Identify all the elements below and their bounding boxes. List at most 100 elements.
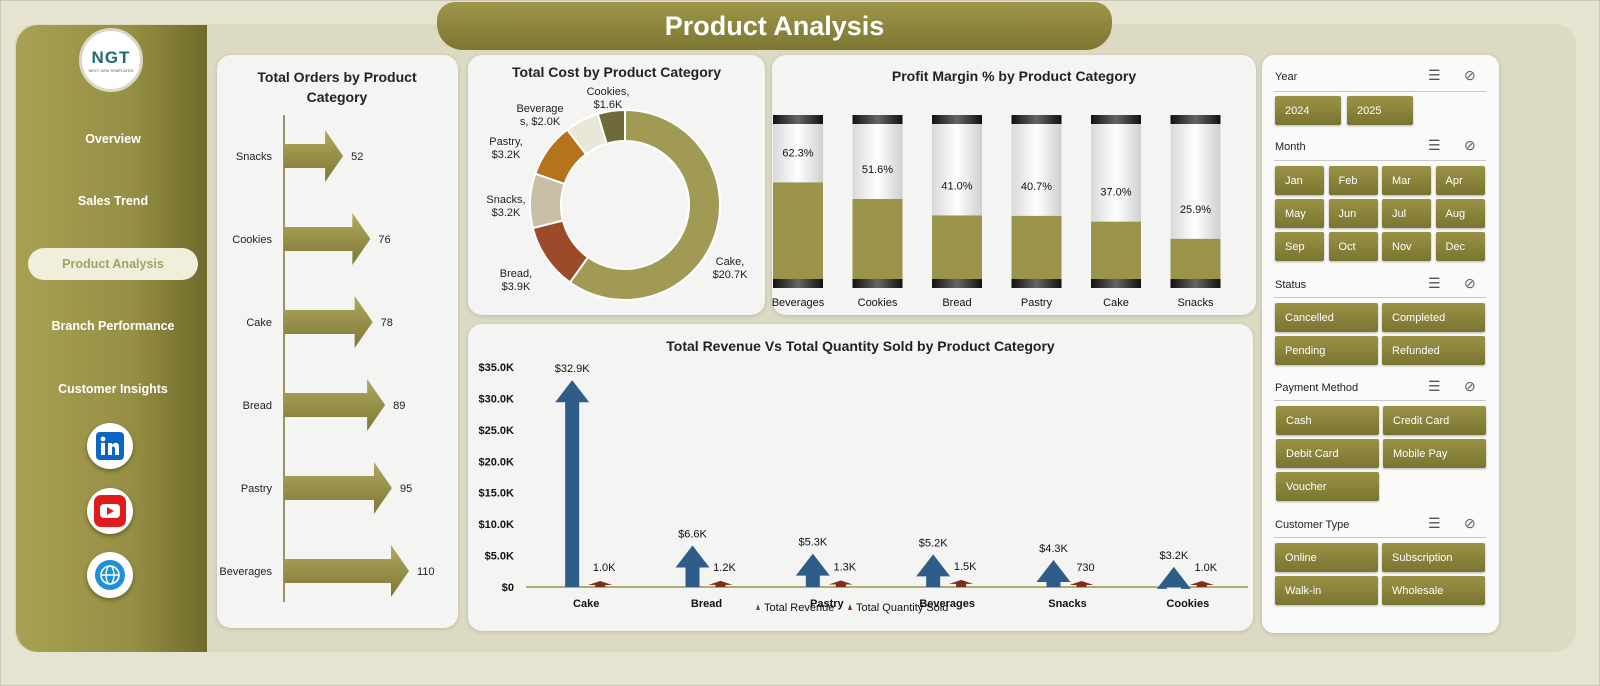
slice-label-line: $3.9K — [502, 281, 531, 293]
status-completed-button[interactable]: Completed — [1382, 303, 1485, 332]
month-nov-button[interactable]: Nov — [1382, 232, 1431, 261]
month-feb-button[interactable]: Feb — [1328, 166, 1378, 195]
quantity-label: 1.0K — [593, 562, 616, 574]
year-2024-button[interactable]: 2024 — [1275, 96, 1341, 125]
value-label: 78 — [381, 317, 393, 329]
cylinder-base — [852, 279, 903, 288]
quantity-label: 1.2K — [713, 562, 736, 574]
multi-select-icon[interactable]: ☰ — [1428, 378, 1441, 394]
category-label: Beverages — [919, 598, 975, 610]
margin-bar — [1011, 215, 1062, 279]
divider — [1274, 400, 1486, 401]
company-logo[interactable]: NGT NEXT GEN TEMPLATES — [79, 28, 143, 92]
payment-credit-card-button[interactable]: Credit Card — [1383, 406, 1486, 435]
margin-chart-title: Profit Margin % by Product Category — [891, 68, 1137, 84]
y-tick-label: $25.0K — [479, 425, 515, 437]
customer-wholesale-button[interactable]: Wholesale — [1382, 576, 1485, 605]
month-sep-button[interactable]: Sep — [1275, 232, 1324, 261]
orders-chart-title: Total Orders by Product Category — [257, 69, 417, 105]
slice-label: Cookies, $1.6K — [587, 86, 630, 111]
revenue-label: $5.3K — [798, 537, 827, 549]
value-label: 37.0% — [1100, 187, 1131, 199]
legend-label: Total Revenue — [764, 602, 834, 614]
option-label: Wholesale — [1392, 584, 1444, 597]
month-jun-button[interactable]: Jun — [1328, 199, 1378, 228]
customer-walk-in-button[interactable]: Walk-in — [1275, 576, 1378, 605]
clear-filter-icon[interactable]: ⊘ — [1464, 137, 1476, 153]
month-aug-button[interactable]: Aug — [1435, 199, 1485, 228]
linkedin-button[interactable] — [87, 423, 133, 469]
nav-label: Customer Insights — [58, 382, 168, 396]
quantity-bar — [708, 580, 733, 587]
category-label: Cake — [573, 598, 599, 610]
customer-subscription-button[interactable]: Subscription — [1382, 543, 1485, 572]
category-label: Snacks — [1177, 297, 1214, 309]
cylinder-cap — [773, 115, 823, 124]
revenue-label: $5.2K — [919, 537, 948, 549]
website-button[interactable] — [87, 552, 133, 598]
orders-bar — [284, 545, 409, 597]
month-dec-button[interactable]: Dec — [1435, 232, 1485, 261]
revenue-label: $4.3K — [1039, 543, 1068, 555]
option-label: Completed — [1392, 311, 1446, 324]
multi-select-icon[interactable]: ☰ — [1428, 67, 1441, 83]
month-apr-button[interactable]: Apr — [1435, 166, 1485, 195]
payment-voucher-button[interactable]: Voucher — [1276, 472, 1379, 501]
month-jul-button[interactable]: Jul — [1382, 199, 1431, 228]
nav-sales-trend[interactable]: Sales Trend — [28, 185, 198, 217]
slice-label-line: $20.7K — [713, 269, 749, 281]
option-label: Subscription — [1392, 551, 1453, 564]
quantity-label: 1.3K — [834, 562, 857, 574]
option-label: Oct — [1338, 240, 1356, 253]
payment-debit-card-button[interactable]: Debit Card — [1276, 439, 1379, 468]
nav-customer-insights[interactable]: Customer Insights — [28, 373, 198, 405]
quantity-label: 1.0K — [1195, 562, 1218, 574]
multi-select-icon[interactable]: ☰ — [1428, 275, 1441, 291]
payment-cash-button[interactable]: Cash — [1276, 406, 1379, 435]
nav-label: Overview — [85, 132, 141, 146]
value-label: 89 — [393, 400, 405, 412]
divider — [1274, 91, 1486, 92]
month-may-button[interactable]: May — [1275, 199, 1324, 228]
category-label: Cookies — [1166, 598, 1209, 610]
margin-bar — [1170, 238, 1221, 279]
orders-panel: Total Orders by Product Category Snacks 5… — [217, 55, 458, 628]
option-label: Refunded — [1392, 344, 1440, 357]
nav-overview[interactable]: Overview — [28, 123, 198, 155]
margin-bar — [852, 199, 903, 279]
clear-filter-icon[interactable]: ⊘ — [1464, 67, 1476, 83]
quantity-label: 730 — [1076, 562, 1094, 574]
multi-select-icon[interactable]: ☰ — [1428, 137, 1441, 153]
month-jan-button[interactable]: Jan — [1275, 166, 1324, 195]
y-tick-label: $10.0K — [479, 519, 515, 531]
donut-slice — [596, 108, 626, 145]
category-label: Pastry — [810, 598, 845, 610]
youtube-button[interactable] — [87, 488, 133, 534]
option-label: Credit Card — [1393, 414, 1450, 427]
multi-select-icon[interactable]: ☰ — [1428, 515, 1441, 531]
clear-filter-icon[interactable]: ⊘ — [1464, 515, 1476, 531]
status-pending-button[interactable]: Pending — [1275, 336, 1378, 365]
nav-branch-performance[interactable]: Branch Performance — [28, 310, 198, 342]
month-oct-button[interactable]: Oct — [1328, 232, 1378, 261]
slice-label-line: Pastry, — [489, 136, 522, 148]
clear-filter-icon[interactable]: ⊘ — [1464, 275, 1476, 291]
revenue-bar — [675, 545, 710, 587]
year-2025-button[interactable]: 2025 — [1347, 96, 1413, 125]
customer-online-button[interactable]: Online — [1275, 543, 1378, 572]
nav-product-analysis[interactable]: Product Analysis — [28, 248, 198, 280]
payment-mobile-pay-button[interactable]: Mobile Pay — [1383, 439, 1486, 468]
cylinder-cap — [852, 115, 903, 124]
category-label: Pastry — [1021, 297, 1053, 309]
clear-filter-icon[interactable]: ⊘ — [1464, 378, 1476, 394]
month-mar-button[interactable]: Mar — [1382, 166, 1431, 195]
orders-bar — [284, 379, 386, 431]
status-cancelled-button[interactable]: Cancelled — [1275, 303, 1378, 332]
revenue-group — [555, 380, 590, 587]
quantity-bar — [1069, 581, 1094, 587]
option-label: Jul — [1392, 207, 1407, 220]
orders-chart: Snacks 52 Cookies 76 Cake 78 Bread 89 Pastry 95 Be… — [219, 115, 435, 602]
status-refunded-button[interactable]: Refunded — [1382, 336, 1485, 365]
category-label: Bread — [942, 297, 971, 309]
y-tick-label: $35.0K — [479, 362, 515, 374]
